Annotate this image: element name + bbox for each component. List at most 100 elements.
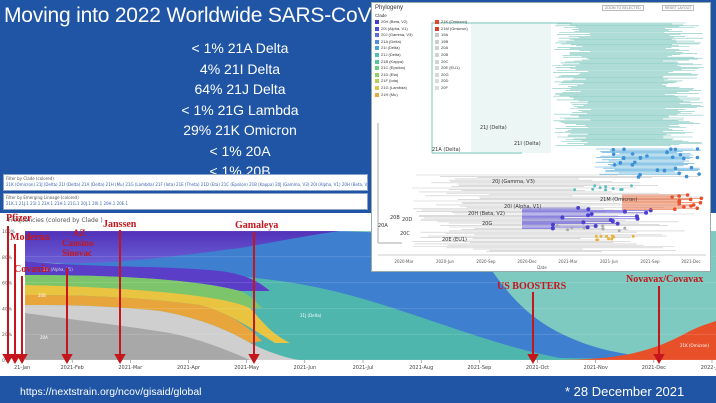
tree-x-tick: 2020-Sep [476,259,496,264]
x-tick-label: 2021-Feb [60,365,83,371]
legend-swatch [375,59,379,64]
legend-item[interactable]: 20J (Gamma, V3) [375,32,413,37]
legend-item[interactable]: 20H (Beta, V2) [375,19,407,24]
y-tick-label: 0% [2,358,10,364]
clade-tag-20g: 20G [482,221,492,227]
tree-x-tick: 2021-Sep [640,259,660,264]
legend-item[interactable]: 20F [435,85,448,90]
vaccine-label-sinovac: Sinovac [62,248,93,258]
x-tick-label: 2021-Jun [294,365,317,371]
legend-swatch [375,33,379,38]
legend-label: 20I (Alpha, V1) [381,25,408,31]
phylogeny-tree[interactable]: 21J (Delta)21I (Delta)21A (Delta)20J (Ga… [372,3,710,271]
tree-x-tick: 2021-Jun [600,259,619,264]
clade-filter-strip[interactable]: Filter by Clade (colored) 21K (Omicron) … [3,174,368,191]
legend-label: 20A [441,45,449,51]
band-omicron [560,321,716,360]
legend-item[interactable]: 20D [435,78,448,83]
legend-swatch [375,72,379,77]
legend-item[interactable]: 21B (Kappa) [375,59,403,64]
legend-label: 20J (Gamma, V3) [381,32,413,38]
legend-item[interactable]: 20B [435,52,448,57]
legend-label: 21H (Mu) [381,91,398,97]
vaccine-label-cansino: Cansino [62,238,94,248]
legend-item[interactable]: 21G (Lambda) [375,85,407,90]
reset-layout-button[interactable]: RESET LAYOUT [662,5,695,11]
x-tick-label: 2021-Dec [642,365,666,371]
band-label-alpha: 20I (Alpha, V1) [43,267,73,272]
x-tick-label: 2021-Apr [177,365,201,371]
legend-label: 21I (Delta) [381,45,400,51]
legend-swatch [375,66,379,71]
legend-item[interactable]: 21I (Delta) [375,45,400,50]
legend-label: 20D [441,78,449,84]
legend-item[interactable]: 21K (Omicron) [435,19,467,24]
lineage-filter-items[interactable]: 21K.1 21J.1 21I.1 21A.1 21H.1 21G.1 20J.… [6,201,129,206]
legend-item[interactable]: 21M (Omicron) [435,26,468,31]
vaccine-label-moderna: Moderna [10,232,50,243]
legend-swatch [435,79,439,84]
phylogeny-panel[interactable]: 21J (Delta) 21I (Delta) 21A (Delta) 20J (Ga… [371,2,711,272]
band-label-omicron: 21K (Omicron) [680,343,709,348]
legend-swatch [435,39,439,44]
legend-item[interactable]: 19A [435,32,448,37]
x-tick-label: 2021-Oct [526,365,549,371]
tree-x-tick: 2020-Dec [517,259,536,264]
vaccine-label-covaxin: Covaxin [14,264,50,275]
legend-label: 21B (Kappa) [381,58,404,64]
clade-tag-21i: 21I (Delta) [514,141,541,147]
tree-x-tick: 2020-Jun [436,259,455,264]
phylogeny-title: Phylogeny [375,5,404,11]
stat-21a-delta: < 1% 21A Delta [191,40,289,56]
legend-swatch [375,85,379,90]
band-label-delta: 21J (Delta) [300,313,322,318]
band-green [25,275,262,308]
legend-item[interactable]: 20E (EU1) [435,65,460,70]
clade-filter-items[interactable]: 21K (Omicron) 21J (Delta) 21I (Delta) 21… [6,182,367,187]
band-orange [25,295,262,343]
vaccine-label-pfizer: Pfizer [6,213,32,224]
vaccine-label-az: AZ [73,228,86,238]
legend-item[interactable]: 20C [435,59,448,64]
legend-swatch [435,59,439,64]
stat-21g-lambda: < 1% 21G Lambda [181,101,299,118]
legend-label: 20C [441,58,449,64]
tree-branches [377,22,704,252]
legend-item[interactable]: 19B [435,39,448,44]
legend-label: 20G [441,71,449,77]
legend-swatch [375,46,379,51]
x-tick-label: 2021-May [234,365,259,371]
clade-tag-21m: 21M (Omicron) [600,197,637,203]
source-url[interactable]: https://nextstrain.org/ncov/gisaid/globa… [20,386,202,398]
legend-item[interactable]: 21A (Delta) [375,39,401,44]
x-axis: 21-Jan 2021-Feb 2021-Mar 2021-Apr 2021-May 20… [13,360,716,371]
legend-item[interactable]: 21D (Eta) [375,72,398,77]
legend-label: 19B [441,38,449,44]
clade-tag-20c: 20C [400,231,410,237]
legend-swatch [435,33,439,38]
page-title: Moving into 2022 Worldwide SARS-CoV-2* [4,4,397,27]
legend-item[interactable]: 21J (Delta) [375,52,401,57]
legend-swatch [375,26,379,31]
vaccine-label-novavax: Novavax/Covavax [626,274,704,285]
stat-20a: < 1% 20A [209,142,271,159]
x-tick-label: 21-Jan [14,365,30,371]
clade-tag-20a: 20A [378,223,388,229]
x-tick-label: 2021-Nov [584,365,608,371]
legend-item[interactable]: 20A [435,45,448,50]
legend-item[interactable]: 21H (Mu) [375,92,398,97]
band-yellow [25,285,290,343]
lineage-filter-strip[interactable]: Filter by Emerging Lineage (colored) 21K… [3,193,368,210]
zoom-to-selected-button[interactable]: ZOOM TO SELECTED [602,5,644,11]
legend-item[interactable]: 21F (Iota) [375,78,398,83]
legend-item[interactable]: 20I (Alpha, V1) [375,26,408,31]
vaccine-label-us-boosters: US BOOSTERS [497,281,567,292]
legend-label: 21F (Iota) [381,78,399,84]
clade-tag-20i: 20I (Alpha, V1) [504,204,541,210]
clade-filter-title: Filter by Clade (colored) [6,176,54,181]
tree-x-tick: 2021-Mar [558,259,578,264]
legend-item[interactable]: 21C (Epsilon) [375,65,405,70]
legend-item[interactable]: 20G [435,72,449,77]
legend-label: 20F [441,85,448,90]
